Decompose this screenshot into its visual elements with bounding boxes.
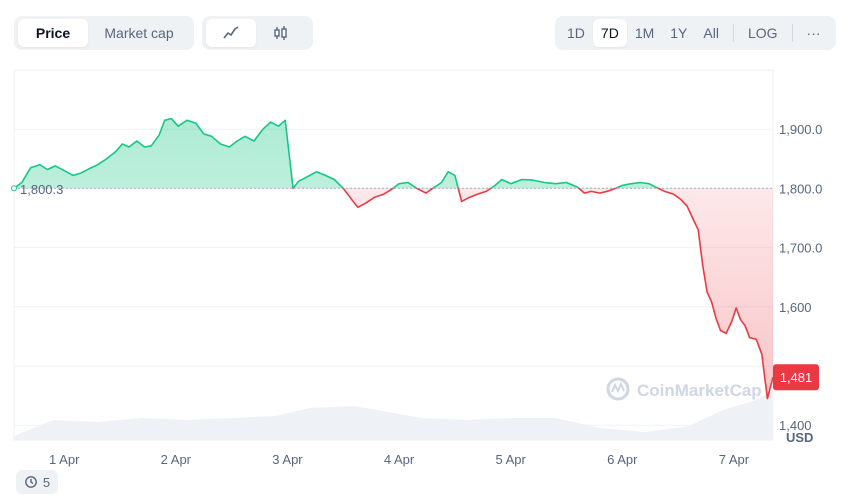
x-tick-label: 4 Apr <box>384 452 415 467</box>
range-all[interactable]: All <box>703 25 719 41</box>
x-tick-label: 7 Apr <box>719 452 750 467</box>
volume-area <box>14 390 773 440</box>
axis-labels: 1,400 1,600 1,700.0 1,800.0 1,900.0 USD 1 Apr 2… <box>20 122 822 467</box>
reference-marker <box>11 185 17 192</box>
log-scale-button[interactable]: LOG <box>747 25 778 41</box>
y-unit-label: USD <box>786 430 813 445</box>
x-tick-label: 5 Apr <box>496 452 527 467</box>
history-icon <box>24 476 37 488</box>
y-tick-label: 1,900.0 <box>779 122 822 137</box>
history-badge[interactable]: 5 <box>16 470 58 494</box>
candlestick-button[interactable] <box>256 19 306 47</box>
watermark-text: CoinMarketCap <box>637 381 762 400</box>
history-count: 5 <box>42 474 51 490</box>
divider <box>791 24 793 42</box>
y-tick-label: 1,400 <box>779 418 812 433</box>
volume-shape <box>14 390 773 440</box>
price-line <box>11 117 774 400</box>
x-tick-label: 3 Apr <box>272 452 303 467</box>
candlestick-icon <box>274 26 287 40</box>
reference-label: 1,800.3 <box>20 182 63 197</box>
price-line-down <box>13 188 774 400</box>
y-tick-label: 1,700.0 <box>779 241 822 256</box>
y-tick-label: 1,800.0 <box>779 181 822 196</box>
more-options-button[interactable]: ··· <box>806 25 821 41</box>
chart-style-toggle <box>202 16 313 50</box>
range-1y[interactable]: 1Y <box>670 25 688 41</box>
price-area <box>14 118 773 399</box>
current-price-badge <box>773 364 819 391</box>
price-line-up <box>13 117 660 189</box>
area-above-reference <box>14 118 773 189</box>
chart-type-toggle: Price Market cap <box>14 16 194 50</box>
time-range-toggle: 1D 7D 1M 1Y All LOG ··· <box>555 16 836 50</box>
watermark: CoinMarketCap <box>606 377 762 401</box>
current-price-label: 1,481 <box>780 370 813 385</box>
area-below-reference <box>14 188 773 399</box>
x-tick-label: 1 Apr <box>49 452 80 467</box>
range-7d[interactable]: 7D <box>592 19 627 47</box>
tab-market-cap[interactable]: Market cap <box>104 25 174 41</box>
line-chart-icon <box>223 26 239 39</box>
x-tick-label: 6 Apr <box>607 452 638 467</box>
x-tick-label: 2 Apr <box>161 452 192 467</box>
line-chart-button[interactable] <box>206 19 256 47</box>
tab-price[interactable]: Price <box>18 19 88 47</box>
divider <box>732 24 734 42</box>
y-tick-label: 1,600 <box>779 300 812 315</box>
range-1d[interactable]: 1D <box>567 25 585 41</box>
range-1m[interactable]: 1M <box>634 25 655 41</box>
